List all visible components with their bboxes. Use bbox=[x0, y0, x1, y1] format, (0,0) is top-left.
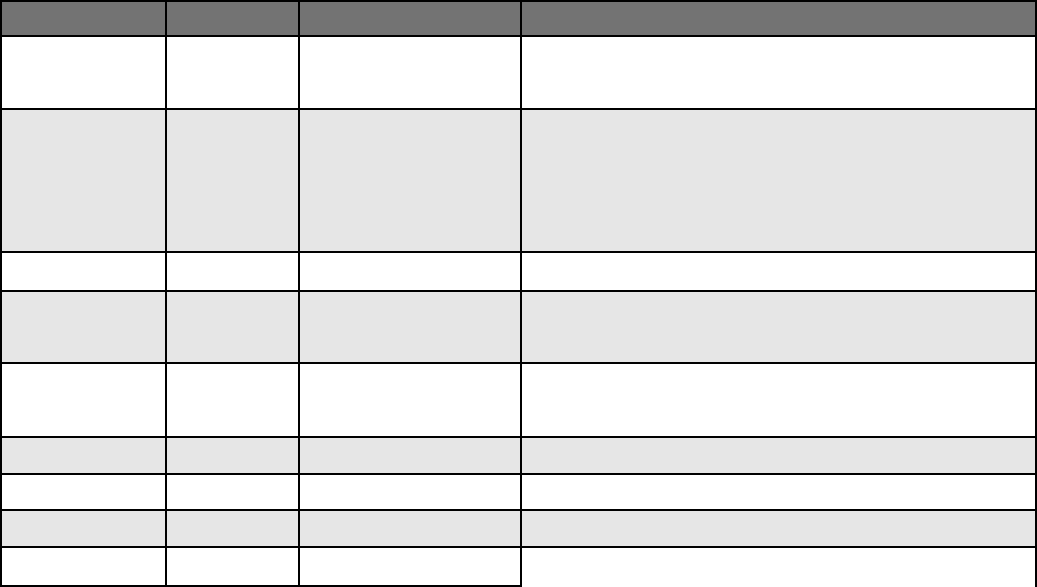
table-cell[interactable] bbox=[167, 253, 298, 290]
table-cell[interactable] bbox=[167, 475, 298, 509]
header-cell[interactable] bbox=[522, 2, 1035, 35]
table-cell[interactable] bbox=[2, 364, 165, 436]
table-cell[interactable] bbox=[2, 475, 165, 509]
table-cell[interactable] bbox=[2, 110, 165, 251]
table-cell[interactable] bbox=[300, 438, 520, 473]
table-cell[interactable] bbox=[300, 110, 520, 251]
table-cell[interactable] bbox=[300, 548, 520, 587]
header-cell[interactable] bbox=[2, 2, 165, 35]
table-cell[interactable] bbox=[522, 475, 1035, 509]
table-cell[interactable] bbox=[300, 253, 520, 290]
table-cell[interactable] bbox=[167, 548, 298, 587]
table-cell[interactable] bbox=[522, 110, 1035, 251]
table-cell[interactable] bbox=[522, 364, 1035, 436]
header-cell[interactable] bbox=[167, 2, 298, 35]
table-cell[interactable] bbox=[300, 292, 520, 362]
table-cell[interactable] bbox=[167, 364, 298, 436]
table-cell[interactable] bbox=[522, 253, 1035, 290]
table-cell[interactable] bbox=[300, 475, 520, 509]
table-cell[interactable] bbox=[300, 364, 520, 436]
table-cell[interactable] bbox=[522, 292, 1035, 362]
table-cell[interactable] bbox=[522, 548, 1035, 587]
table-cell[interactable] bbox=[2, 292, 165, 362]
table-cell[interactable] bbox=[2, 511, 165, 546]
table-cell[interactable] bbox=[300, 511, 520, 546]
table-cell[interactable] bbox=[300, 37, 520, 108]
table-cell[interactable] bbox=[167, 438, 298, 473]
table-cell[interactable] bbox=[167, 110, 298, 251]
table-cell[interactable] bbox=[167, 37, 298, 108]
table-cell[interactable] bbox=[2, 253, 165, 290]
table-cell[interactable] bbox=[2, 37, 165, 108]
table-cell[interactable] bbox=[522, 37, 1035, 108]
header-cell[interactable] bbox=[300, 2, 520, 35]
table-cell[interactable] bbox=[2, 438, 165, 473]
table-cell[interactable] bbox=[2, 548, 165, 587]
table-cell[interactable] bbox=[167, 511, 298, 546]
table-cell[interactable] bbox=[522, 438, 1035, 473]
table-cell[interactable] bbox=[522, 511, 1035, 546]
table-cell[interactable] bbox=[167, 292, 298, 362]
